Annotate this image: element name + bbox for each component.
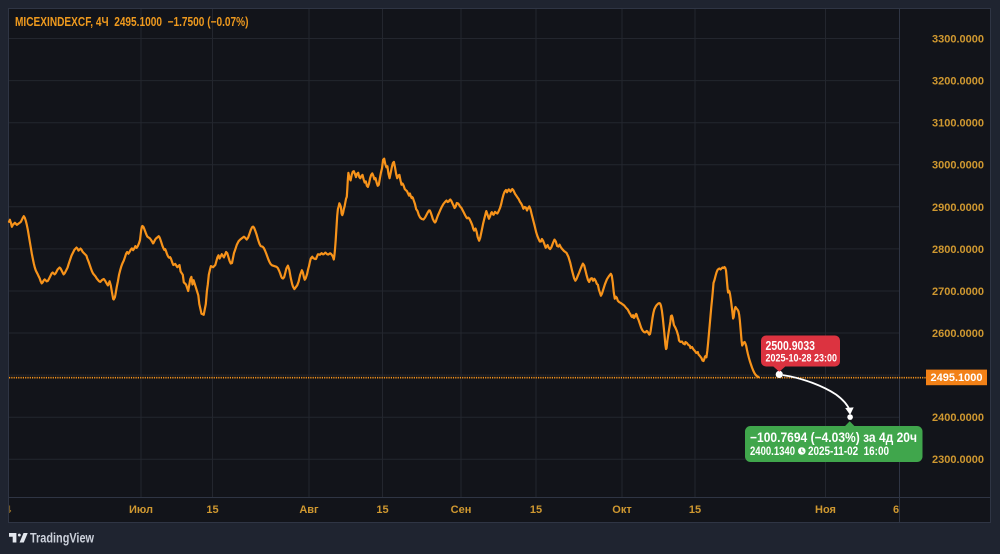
svg-text:2600.0000: 2600.0000 [932, 328, 984, 340]
svg-text:2400.0000: 2400.0000 [932, 412, 984, 424]
svg-text:MICEXINDEXCF, 4Ч 2495.1000 −: MICEXINDEXCF, 4Ч 2495.1000 −1.7500 (−0.0… [15, 15, 249, 29]
svg-text:3300.0000: 3300.0000 [932, 34, 984, 46]
svg-text:Июл: Июл [129, 504, 153, 516]
svg-text:6: 6 [893, 504, 899, 516]
svg-text:15: 15 [530, 504, 542, 516]
svg-text:2700.0000: 2700.0000 [932, 286, 984, 298]
svg-text:2300.0000: 2300.0000 [932, 454, 984, 466]
svg-text:15: 15 [376, 504, 388, 516]
svg-text:2800.0000: 2800.0000 [932, 244, 984, 256]
svg-text:Авг: Авг [299, 504, 319, 516]
svg-text:Окт: Окт [612, 504, 632, 516]
svg-text:3100.0000: 3100.0000 [932, 118, 984, 130]
svg-text:2900.0000: 2900.0000 [932, 202, 984, 214]
svg-text:4: 4 [5, 504, 12, 516]
svg-text:Сен: Сен [451, 504, 472, 516]
svg-text:15: 15 [689, 504, 701, 516]
svg-text:2025-10-28 23:00: 2025-10-28 23:00 [766, 352, 838, 364]
svg-text:3200.0000: 3200.0000 [932, 76, 984, 88]
svg-text:2495.1000: 2495.1000 [931, 372, 983, 384]
svg-text:2500.9033: 2500.9033 [766, 338, 816, 353]
svg-text:Ноя: Ноя [815, 504, 836, 516]
svg-text:TradingView: TradingView [30, 531, 94, 546]
svg-text:3000.0000: 3000.0000 [932, 160, 984, 172]
svg-text:−100.7694 (−4.03%) за 4д 20ч: −100.7694 (−4.03%) за 4д 20ч [750, 430, 917, 445]
svg-text:15: 15 [206, 504, 218, 516]
svg-text:2400.1340: 2400.1340 [750, 446, 795, 458]
svg-text:2025-11-02 16:00: 2025-11-02 16:00 [808, 446, 889, 458]
